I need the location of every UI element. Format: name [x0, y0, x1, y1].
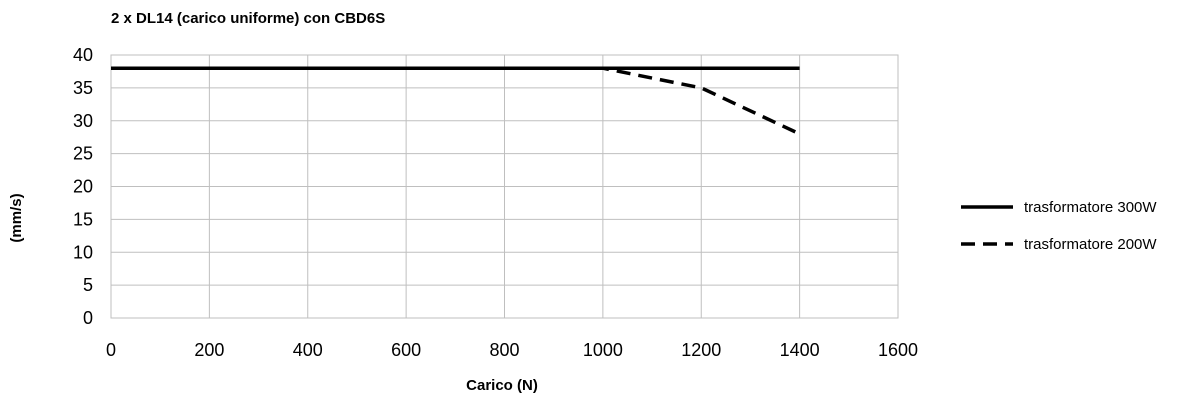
grid-lines	[110, 54, 899, 319]
y-tick-label: 0	[83, 308, 93, 328]
x-tick-label: 1200	[681, 340, 721, 360]
series-line-trasformatore-200w	[111, 66, 801, 136]
y-tick-label: 10	[73, 242, 93, 262]
x-tick-label: 0	[106, 340, 116, 360]
x-axis-tick-labels: 0 200 400 600 800 1000 1200 1400 1600	[106, 340, 918, 360]
x-tick-label: 200	[194, 340, 224, 360]
y-tick-label: 5	[83, 275, 93, 295]
y-tick-label: 15	[73, 209, 93, 229]
chart-title: 2 x DL14 (carico uniforme) con CBD6S	[111, 10, 386, 27]
x-tick-label: 1000	[583, 340, 623, 360]
y-tick-label: 40	[73, 45, 93, 65]
y-tick-label: 20	[73, 177, 93, 197]
x-tick-label: 400	[293, 340, 323, 360]
x-tick-label: 1600	[878, 340, 918, 360]
y-tick-label: 25	[73, 144, 93, 164]
x-tick-label: 1400	[780, 340, 820, 360]
y-tick-label: 30	[73, 111, 93, 131]
x-tick-label: 800	[489, 340, 519, 360]
series-lines	[111, 66, 801, 136]
y-axis-tick-labels: 0 5 10 15 20 25 30 35 40	[73, 45, 93, 328]
legend: trasformatore 300W trasformatore 200W	[961, 199, 1157, 253]
x-axis-title: Carico (N)	[466, 377, 538, 394]
legend-label: trasformatore 300W	[1024, 199, 1157, 216]
x-tick-label: 600	[391, 340, 421, 360]
legend-label: trasformatore 200W	[1024, 236, 1157, 253]
plot-area-border	[110, 54, 899, 319]
y-axis-title: (mm/s)	[8, 193, 25, 242]
y-tick-label: 35	[73, 78, 93, 98]
